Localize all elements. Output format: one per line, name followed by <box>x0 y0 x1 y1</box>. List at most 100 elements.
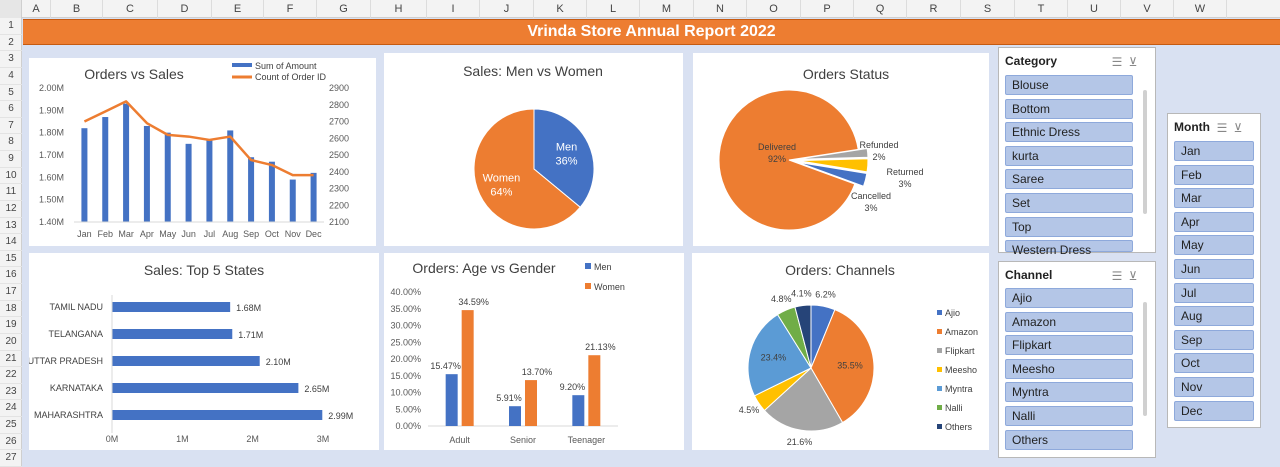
column-header-S[interactable]: S <box>961 0 1015 18</box>
slicer-item-dec[interactable]: Dec <box>1174 400 1254 421</box>
row-header-2[interactable]: 2 <box>0 35 22 52</box>
column-header-U[interactable]: U <box>1068 0 1121 18</box>
x-tick-Feb: Feb <box>97 229 113 239</box>
column-header-K[interactable]: K <box>534 0 587 18</box>
slicer-item-oct[interactable]: Oct <box>1174 353 1254 374</box>
row-header-11[interactable]: 11 <box>0 184 22 201</box>
slice-returned <box>797 158 869 173</box>
row-header-22[interactable]: 22 <box>0 367 22 384</box>
row-header-13[interactable]: 13 <box>0 218 22 235</box>
slicer-item-jul[interactable]: Jul <box>1174 282 1254 303</box>
slicer-item-jan[interactable]: Jan <box>1174 141 1254 161</box>
column-header-G[interactable]: G <box>317 0 371 18</box>
column-header-I[interactable]: I <box>427 0 480 18</box>
row-header-12[interactable]: 12 <box>0 201 22 218</box>
orders-vs-sales-chart[interactable]: Orders vs Sales Sum of Amount Count of O… <box>29 58 376 246</box>
slicer-item-sep[interactable]: Sep <box>1174 329 1254 350</box>
row-header-16[interactable]: 16 <box>0 267 22 285</box>
column-header-J[interactable]: J <box>480 0 534 18</box>
column-header-P[interactable]: P <box>801 0 854 18</box>
slicer-item-meesho[interactable]: Meesho <box>1005 358 1133 379</box>
row-header-9[interactable]: 9 <box>0 151 22 168</box>
top-states-chart[interactable]: Sales: Top 5 States TAMIL NADU 1.68M TELAN… <box>28 253 379 450</box>
slicer-item-kurta[interactable]: kurta <box>1005 145 1133 166</box>
column-header-N[interactable]: N <box>694 0 747 18</box>
row-header-8[interactable]: 8 <box>0 134 22 152</box>
slicer-item-nalli[interactable]: Nalli <box>1005 406 1133 426</box>
row-header-20[interactable]: 20 <box>0 334 22 351</box>
clear-filter-icon[interactable]: ⊻ <box>1128 55 1138 69</box>
slicer-item-ajio[interactable]: Ajio <box>1005 288 1133 308</box>
clear-filter-icon[interactable]: ⊻ <box>1233 121 1243 135</box>
age-vs-gender-chart[interactable]: Orders: Age vs Gender Men Women 40.00% 35… <box>384 253 684 450</box>
slicer-item-top[interactable]: Top <box>1005 216 1133 237</box>
slicer-item-saree[interactable]: Saree <box>1005 169 1133 190</box>
column-header-A[interactable]: A <box>22 0 51 18</box>
column-header-O[interactable]: O <box>747 0 801 18</box>
select-all-corner[interactable] <box>0 0 22 18</box>
multi-select-icon[interactable]: ☰ <box>1111 55 1123 69</box>
column-header-F[interactable]: F <box>264 0 317 18</box>
row-header-4[interactable]: 4 <box>0 68 22 85</box>
column-header-Q[interactable]: Q <box>854 0 907 18</box>
row-header-14[interactable]: 14 <box>0 234 22 251</box>
slicer-item-aug[interactable]: Aug <box>1174 306 1254 327</box>
row-header-15[interactable]: 15 <box>0 251 22 268</box>
column-header-H[interactable]: H <box>371 0 427 18</box>
column-header-L[interactable]: L <box>587 0 640 18</box>
row-header-26[interactable]: 26 <box>0 434 22 451</box>
row-header-1[interactable]: 1 <box>0 18 22 35</box>
bar-value-label: 5.91% <box>496 393 522 403</box>
slicer-item-western-dress[interactable]: Western Dress <box>1005 240 1133 257</box>
slicer-item-nov[interactable]: Nov <box>1174 377 1254 397</box>
multi-select-icon[interactable]: ☰ <box>1216 121 1228 135</box>
bar-amount-Oct <box>268 161 275 222</box>
slicer-item-ethnic-dress[interactable]: Ethnic Dress <box>1005 122 1133 143</box>
channel-slicer[interactable]: Channel ☰ ⊻ Ajio Amazon Flipkart Meesho Myntr… <box>998 261 1156 458</box>
row-header-10[interactable]: 10 <box>0 168 22 185</box>
row-header-6[interactable]: 6 <box>0 101 22 118</box>
row-header-21[interactable]: 21 <box>0 351 22 368</box>
month-slicer[interactable]: Month ☰ ⊻ Jan Feb Mar Apr May Jun Jul Aug Sep Oct N… <box>1167 113 1261 428</box>
column-header-D[interactable]: D <box>158 0 212 18</box>
column-header-C[interactable]: C <box>103 0 158 18</box>
orders-status-chart[interactable]: Orders Status Delivered 92% Refunded 2% Retu… <box>693 53 989 246</box>
column-header-R[interactable]: R <box>907 0 961 18</box>
slicer-item-flipkart[interactable]: Flipkart <box>1005 335 1133 356</box>
row-header-25[interactable]: 25 <box>0 417 22 434</box>
men-vs-women-chart[interactable]: Sales: Men vs Women Men 36% Women 64% <box>384 53 683 246</box>
row-header-17[interactable]: 17 <box>0 284 22 301</box>
column-header-M[interactable]: M <box>640 0 694 18</box>
row-header-24[interactable]: 24 <box>0 400 22 418</box>
column-header-B[interactable]: B <box>51 0 103 18</box>
column-header-E[interactable]: E <box>212 0 264 18</box>
slicer-item-jun[interactable]: Jun <box>1174 259 1254 279</box>
slice-pct-others: 4.1% <box>791 289 812 299</box>
category-slicer[interactable]: Category ☰ ⊻ Blouse Bottom Ethnic Dress kurt… <box>998 47 1156 257</box>
row-header-5[interactable]: 5 <box>0 85 22 102</box>
slicer-scrollbar[interactable] <box>1143 90 1147 214</box>
row-header-3[interactable]: 3 <box>0 51 22 68</box>
row-header-19[interactable]: 19 <box>0 317 22 334</box>
column-header-W[interactable]: W <box>1174 0 1227 18</box>
slicer-item-myntra[interactable]: Myntra <box>1005 382 1133 403</box>
multi-select-icon[interactable]: ☰ <box>1111 269 1123 283</box>
row-header-7[interactable]: 7 <box>0 118 22 135</box>
slicer-item-others[interactable]: Others <box>1005 429 1133 450</box>
slicer-item-may[interactable]: May <box>1174 235 1254 256</box>
slicer-item-apr[interactable]: Apr <box>1174 211 1254 232</box>
clear-filter-icon[interactable]: ⊻ <box>1128 269 1138 283</box>
slicer-scrollbar[interactable] <box>1143 302 1147 416</box>
slicer-item-mar[interactable]: Mar <box>1174 188 1254 209</box>
slicer-item-amazon[interactable]: Amazon <box>1005 311 1133 332</box>
slicer-item-bottom[interactable]: Bottom <box>1005 98 1133 119</box>
slicer-item-feb[interactable]: Feb <box>1174 164 1254 185</box>
row-header-18[interactable]: 18 <box>0 301 22 318</box>
channels-chart[interactable]: Orders: Channels 6.2% 35.5% 21.6% 4.5% 23.4%… <box>692 253 989 450</box>
row-header-27[interactable]: 27 <box>0 450 22 467</box>
column-header-T[interactable]: T <box>1015 0 1068 18</box>
column-header-V[interactable]: V <box>1121 0 1174 18</box>
slicer-item-set[interactable]: Set <box>1005 193 1133 213</box>
slicer-item-blouse[interactable]: Blouse <box>1005 75 1133 95</box>
row-header-23[interactable]: 23 <box>0 384 22 401</box>
